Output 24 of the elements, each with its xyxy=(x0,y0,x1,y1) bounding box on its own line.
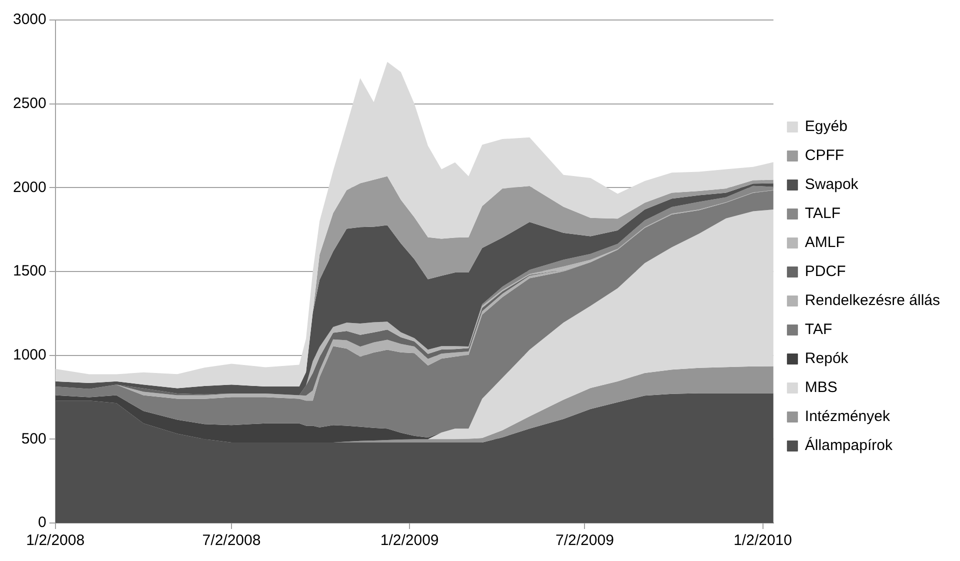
y-tick-label: 3000 xyxy=(12,11,46,28)
x-tick-label: 1/2/2009 xyxy=(380,532,439,550)
legend-label: TAF xyxy=(804,321,832,338)
y-tick-label: 500 xyxy=(21,430,46,448)
y-tick-label: 1000 xyxy=(12,346,46,364)
legend-label: Állampapírok xyxy=(804,436,893,454)
legend-label: MBS xyxy=(804,379,838,396)
legend-label: PDCF xyxy=(804,263,846,280)
y-tick-label: 1500 xyxy=(12,262,46,280)
legend-label: CPFF xyxy=(804,147,844,164)
y-tick-label: 0 xyxy=(38,514,46,532)
legend-label: Intézmények xyxy=(804,408,890,426)
legend-label: Repók xyxy=(804,350,849,368)
legend-label: Rendelkezésre állás xyxy=(804,292,940,310)
x-tick-label: 1/2/2008 xyxy=(26,532,85,550)
x-tick-label: 1/2/2010 xyxy=(734,532,792,550)
x-tick-label: 7/2/2008 xyxy=(202,532,261,550)
legend-label: TALF xyxy=(804,205,840,222)
legend-label: Egyéb xyxy=(804,118,848,136)
y-tick-label: 2500 xyxy=(12,94,46,112)
legend-label: Swapok xyxy=(804,176,859,194)
y-tick-label: 2000 xyxy=(12,178,46,196)
legend-label: AMLF xyxy=(804,234,845,252)
x-tick-label: 7/2/2009 xyxy=(556,532,614,550)
